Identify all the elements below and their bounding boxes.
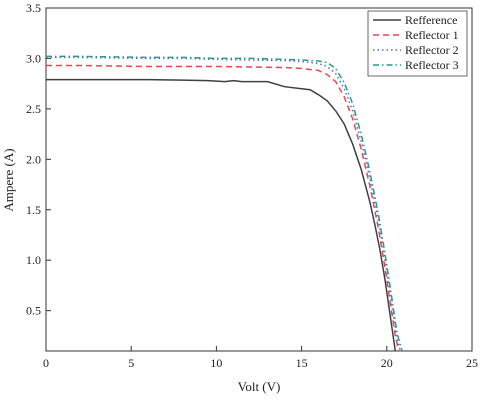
- axis-ticks: 0 5 10 15 20 25 0.5 1.0 1.5 2.0 2.5 3.0 3.5: [26, 1, 478, 370]
- series-line-reflector-1: [46, 64, 400, 352]
- x-tick-label: 25: [466, 356, 478, 370]
- x-tick-label: 5: [128, 356, 134, 370]
- y-tick-label: 1.5: [26, 203, 41, 217]
- legend-label-reflector-3: Reflector 3: [405, 58, 459, 72]
- series-line-reflector-2: [46, 56, 402, 352]
- y-tick-label: 1.0: [26, 253, 41, 267]
- x-tick-label: 10: [210, 356, 222, 370]
- y-tick-label: 0.5: [26, 304, 41, 318]
- legend-label-reflector-1: Reflector 1: [405, 28, 459, 42]
- y-tick-label: 2.5: [26, 102, 41, 116]
- y-tick-label: 2.0: [26, 152, 41, 166]
- legend-label-reflector-2: Reflector 2: [405, 43, 459, 57]
- x-axis-label: Volt (V): [238, 379, 281, 394]
- x-tick-label: 20: [381, 356, 393, 370]
- series-group: [46, 55, 403, 352]
- legend-box: [367, 10, 468, 77]
- y-tick-label: 3.0: [26, 51, 41, 65]
- legend: Refference Reflector 1 Reflector 2 Refle…: [367, 10, 468, 77]
- plot-frame: [45, 7, 473, 352]
- series-line-refference: [46, 78, 397, 352]
- y-axis-label: Ampere (A): [1, 148, 16, 211]
- series-line-reflector-3: [46, 55, 403, 352]
- legend-label-refference: Refference: [405, 13, 457, 27]
- x-tick-label: 15: [296, 356, 308, 370]
- x-tick-label: 0: [43, 356, 49, 370]
- y-tick-label: 3.5: [26, 1, 41, 15]
